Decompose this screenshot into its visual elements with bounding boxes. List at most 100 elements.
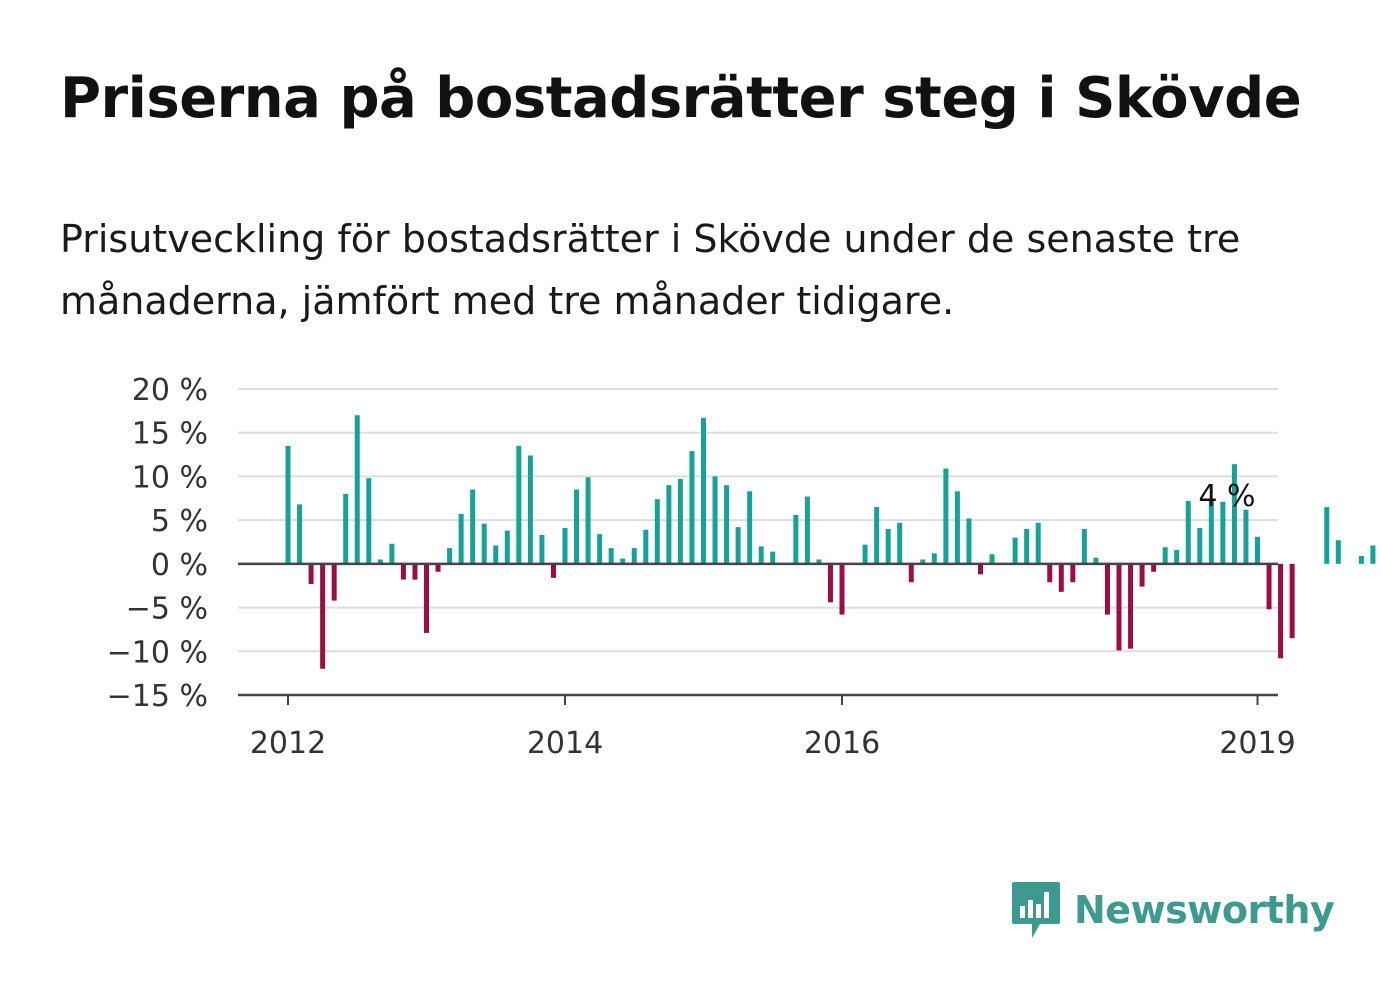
bar <box>643 529 649 564</box>
bar <box>320 563 326 669</box>
bar <box>354 415 360 564</box>
bar <box>343 493 349 564</box>
x-axis-labels: 2012201420162019202120232025 <box>250 726 1296 761</box>
bar <box>424 563 429 633</box>
bar <box>389 543 395 564</box>
bar <box>1243 509 1249 564</box>
bar <box>1231 464 1237 564</box>
bar <box>804 496 810 564</box>
y-tick-label: −10 % <box>107 635 208 670</box>
y-tick-label: 0 % <box>151 548 208 583</box>
bar <box>631 548 637 564</box>
bar <box>1012 537 1018 564</box>
bar <box>481 523 487 564</box>
chart-title: Priserna på bostadsrätter steg i Skövde <box>60 66 1302 131</box>
bar <box>527 455 533 564</box>
bar <box>297 504 303 564</box>
bar <box>1255 536 1260 564</box>
y-tick-label: 20 % <box>132 373 208 408</box>
bar <box>839 563 845 615</box>
latest-value-annotation: 4 % <box>1198 479 1255 514</box>
bar <box>412 563 418 580</box>
bar <box>516 445 522 564</box>
bar <box>608 548 614 564</box>
axes <box>238 562 1278 705</box>
bar <box>1266 563 1272 610</box>
y-tick-label: 5 % <box>151 504 208 539</box>
bar <box>539 535 545 564</box>
bar <box>827 563 833 603</box>
y-tick-label: 10 % <box>132 460 208 495</box>
bar <box>816 559 822 564</box>
bar <box>747 491 753 564</box>
gridlines <box>238 388 1278 653</box>
bar <box>1335 540 1341 564</box>
bar <box>874 507 880 564</box>
bar <box>1278 563 1284 659</box>
bar <box>758 546 764 564</box>
bar <box>885 528 891 564</box>
y-tick-label: −15 % <box>107 679 208 714</box>
bar <box>620 558 626 564</box>
bar <box>1220 501 1226 564</box>
bar <box>712 476 718 564</box>
bar <box>574 489 580 564</box>
bar <box>1047 563 1053 583</box>
bar <box>1116 563 1122 651</box>
bar <box>285 445 291 564</box>
bar <box>550 563 556 578</box>
bar <box>377 559 383 564</box>
y-axis-labels: 20 % 15 % 10 % 5 % 0 % −5 % −10 % −15 % <box>107 373 208 714</box>
bar <box>504 530 510 564</box>
x-tick-label: 2016 <box>804 726 880 761</box>
bar <box>1070 563 1076 583</box>
bar <box>597 534 603 564</box>
bar <box>1370 545 1376 564</box>
x-tick-label: 2019 <box>1219 726 1295 761</box>
bar <box>770 551 776 564</box>
bar <box>435 563 441 572</box>
bar <box>1197 528 1203 564</box>
chart-subtitle: Prisutveckling för bostadsrätter i Skövd… <box>60 217 1241 323</box>
bar <box>666 485 672 564</box>
bar <box>978 563 983 575</box>
bar <box>470 489 476 564</box>
bar <box>920 559 926 564</box>
bar <box>1104 563 1110 615</box>
bar <box>1185 500 1191 564</box>
bar <box>1058 563 1064 592</box>
newsworthy-logo: Newsworthy <box>1010 880 1335 940</box>
bar <box>701 417 706 564</box>
logo-text: Newsworthy <box>1074 888 1335 932</box>
bar <box>1024 528 1030 564</box>
bar <box>366 478 372 564</box>
bar <box>793 514 799 564</box>
bar <box>562 528 568 564</box>
bar <box>331 563 337 601</box>
bars <box>285 415 1382 669</box>
bar <box>724 485 730 564</box>
bar <box>989 554 995 564</box>
bar <box>1174 549 1180 564</box>
bar <box>908 563 914 583</box>
bar <box>943 468 949 564</box>
x-tick-label: 2012 <box>250 726 326 761</box>
bar <box>897 522 903 564</box>
bar <box>1093 557 1099 564</box>
bar <box>677 479 683 564</box>
bar <box>1081 528 1087 564</box>
bar <box>654 499 660 564</box>
bar <box>1139 563 1145 587</box>
x-tick-label: 2014 <box>527 726 603 761</box>
bar <box>1035 522 1041 564</box>
y-tick-label: −5 % <box>126 592 208 627</box>
bar <box>447 548 453 564</box>
bar <box>1289 563 1295 639</box>
newsworthy-logo-icon <box>1012 882 1060 938</box>
bar <box>954 491 960 564</box>
bar <box>308 563 314 584</box>
bar <box>400 563 406 580</box>
bar <box>1128 563 1134 649</box>
bar <box>585 477 591 564</box>
bar <box>966 518 972 564</box>
